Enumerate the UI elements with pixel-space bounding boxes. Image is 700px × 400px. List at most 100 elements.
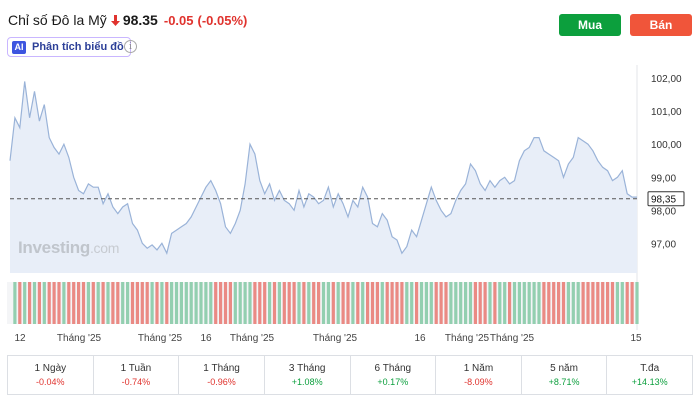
volume-bar <box>179 282 183 324</box>
period-change: +1.08% <box>291 377 323 387</box>
period-change: -0.04% <box>36 377 65 387</box>
volume-bar <box>473 282 477 324</box>
info-icon[interactable]: i <box>124 40 137 53</box>
volume-bar <box>346 282 350 324</box>
volume-bar <box>615 282 619 324</box>
volume-bar <box>263 282 267 324</box>
price-change: -0.05 <box>163 12 194 28</box>
volume-bar <box>214 282 218 324</box>
volume-bar <box>366 282 370 324</box>
volume-bar <box>586 282 590 324</box>
volume-bar <box>415 282 419 324</box>
buy-button[interactable]: Mua <box>559 14 621 36</box>
volume-bar <box>72 282 76 324</box>
volume-bar <box>630 282 634 324</box>
price-area <box>10 81 637 273</box>
period-label: 1 Tháng <box>203 363 240 374</box>
period-change: -0.96% <box>207 377 236 387</box>
volume-bar <box>42 282 46 324</box>
x-tick-label: Tháng '25 <box>57 333 102 344</box>
period-3[interactable]: 3 Tháng +1.08% <box>263 356 350 394</box>
volume-bar <box>57 282 61 324</box>
period-6[interactable]: 5 năm +8.71% <box>520 356 607 394</box>
instrument-header: Chỉ số Đô la Mỹ 98.35 -0.05 (-0.05%) Mua… <box>0 0 700 38</box>
volume-bar <box>380 282 384 324</box>
volume-bar <box>126 282 130 324</box>
volume-bar <box>268 282 272 324</box>
volume-bar <box>483 282 487 324</box>
volume-bar <box>429 282 433 324</box>
volume-bar <box>601 282 605 324</box>
volume-bar <box>400 282 404 324</box>
volume-bar <box>341 282 345 324</box>
period-label: 1 Tuần <box>120 363 152 374</box>
volume-bar <box>547 282 551 324</box>
current-price-badge: 98,35 <box>647 191 685 207</box>
current-price-label: 98,35 <box>651 195 676 206</box>
x-tick-label: Tháng '25 <box>445 333 490 344</box>
volume-bar <box>581 282 585 324</box>
volume-bar <box>243 282 247 324</box>
volume-bar <box>116 282 120 324</box>
volume-bar <box>395 282 399 324</box>
volume-bar <box>591 282 595 324</box>
volume-bar <box>522 282 526 324</box>
ai-chart-analysis-label: Phân tích biểu đồ <box>32 41 124 53</box>
period-label: 5 năm <box>550 363 578 374</box>
period-5[interactable]: 1 Năm -8.09% <box>435 356 521 394</box>
period-2[interactable]: 1 Tháng -0.96% <box>178 356 264 394</box>
x-tick-label: Tháng '25 <box>138 333 183 344</box>
volume-bar <box>47 282 51 324</box>
volume-bar <box>145 282 149 324</box>
volume-bar <box>135 282 139 324</box>
period-1[interactable]: 1 Tuần -0.74% <box>92 356 179 394</box>
volume-bar <box>370 282 375 324</box>
volume-bar <box>331 282 335 324</box>
volume-bar <box>52 282 56 324</box>
volume-bar <box>635 282 639 324</box>
volume-bar <box>67 282 71 324</box>
volume-bar <box>77 282 81 324</box>
ai-icon: AI <box>12 40 26 54</box>
price-line <box>9 81 637 255</box>
period-label: 1 Năm <box>463 363 494 374</box>
period-4[interactable]: 6 Tháng +0.17% <box>349 356 436 394</box>
volume-bar <box>233 282 237 324</box>
volume-bar <box>434 282 438 324</box>
volume-bar <box>498 282 502 324</box>
volume-bar <box>517 282 521 324</box>
volume-bar <box>253 282 257 324</box>
sell-button[interactable]: Bán <box>630 14 692 36</box>
x-tick-label: 16 <box>200 333 212 344</box>
y-tick-label: 99,00 <box>651 173 676 184</box>
volume-bar <box>385 282 389 324</box>
volume-bar <box>160 282 164 324</box>
volume-bar <box>37 282 41 324</box>
volume-bar <box>170 282 174 324</box>
volume-bar <box>375 282 379 324</box>
volume-bar <box>508 282 512 324</box>
volume-bar <box>557 282 561 324</box>
period-7[interactable]: T.đa +14.13% <box>606 356 693 394</box>
watermark-brand: Investing <box>18 238 90 257</box>
volume-bar <box>424 282 428 324</box>
volume-bar <box>194 282 198 324</box>
volume-bar <box>532 282 536 324</box>
volume-bar <box>96 282 100 324</box>
volume-bar <box>405 282 409 324</box>
volume-bar <box>419 282 424 324</box>
performance-periods: 1 Ngày -0.04% 1 Tuần -0.74% 1 Tháng -0.96% 3 T… <box>7 355 693 395</box>
y-tick-label: 102,00 <box>651 74 682 85</box>
volume-bar <box>596 282 600 324</box>
volume-bar <box>165 282 169 324</box>
ai-chart-analysis-button[interactable]: AI Phân tích biểu đồ <box>7 37 131 57</box>
volume-bar <box>282 282 286 324</box>
volume-bar <box>150 282 154 324</box>
volume-bar <box>287 282 291 324</box>
volume-bar <box>410 282 414 324</box>
period-0[interactable]: 1 Ngày -0.04% <box>7 356 93 394</box>
y-axis: 102,00 101,00 100,00 99,00 98,00 97,00 <box>651 74 682 250</box>
volume-bar <box>272 282 277 324</box>
period-label: T.đa <box>640 363 660 374</box>
